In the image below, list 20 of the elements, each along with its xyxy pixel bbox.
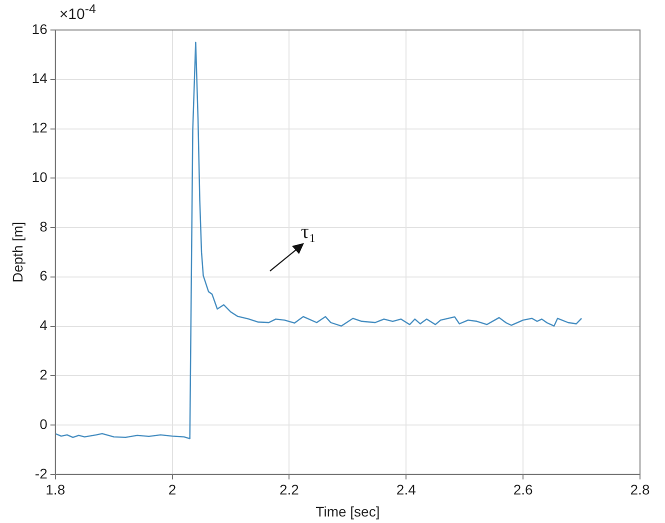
x-tick-label: 2.8 bbox=[630, 482, 650, 498]
y-tick-label: 4 bbox=[40, 317, 48, 334]
x-tick-label: 2 bbox=[168, 482, 176, 498]
y-tick-label: 10 bbox=[32, 168, 48, 185]
y-tick-label: 0 bbox=[40, 416, 48, 432]
annotation: τ₁ bbox=[300, 221, 316, 244]
x-tick-label: 1.8 bbox=[46, 482, 66, 498]
x-axis-title: Time [sec] bbox=[316, 503, 380, 520]
y-tick-label: 16 bbox=[32, 20, 48, 37]
y-tick-label: 2 bbox=[40, 366, 48, 383]
y-tick-label: 8 bbox=[40, 218, 48, 234]
x-tick-label: 2.6 bbox=[513, 482, 534, 498]
x-tick-label: 2.2 bbox=[279, 482, 300, 498]
y-tick-label: 12 bbox=[32, 120, 48, 136]
y-tick-label: 14 bbox=[32, 70, 48, 86]
y-axis-title: Depth [m] bbox=[9, 222, 26, 283]
y-tick-label: -2 bbox=[34, 465, 48, 482]
text: ×10$^{-4}$ bbox=[59, 2, 96, 23]
y-tick-label: 6 bbox=[40, 268, 48, 284]
x-tick-label: 2.4 bbox=[396, 482, 416, 498]
